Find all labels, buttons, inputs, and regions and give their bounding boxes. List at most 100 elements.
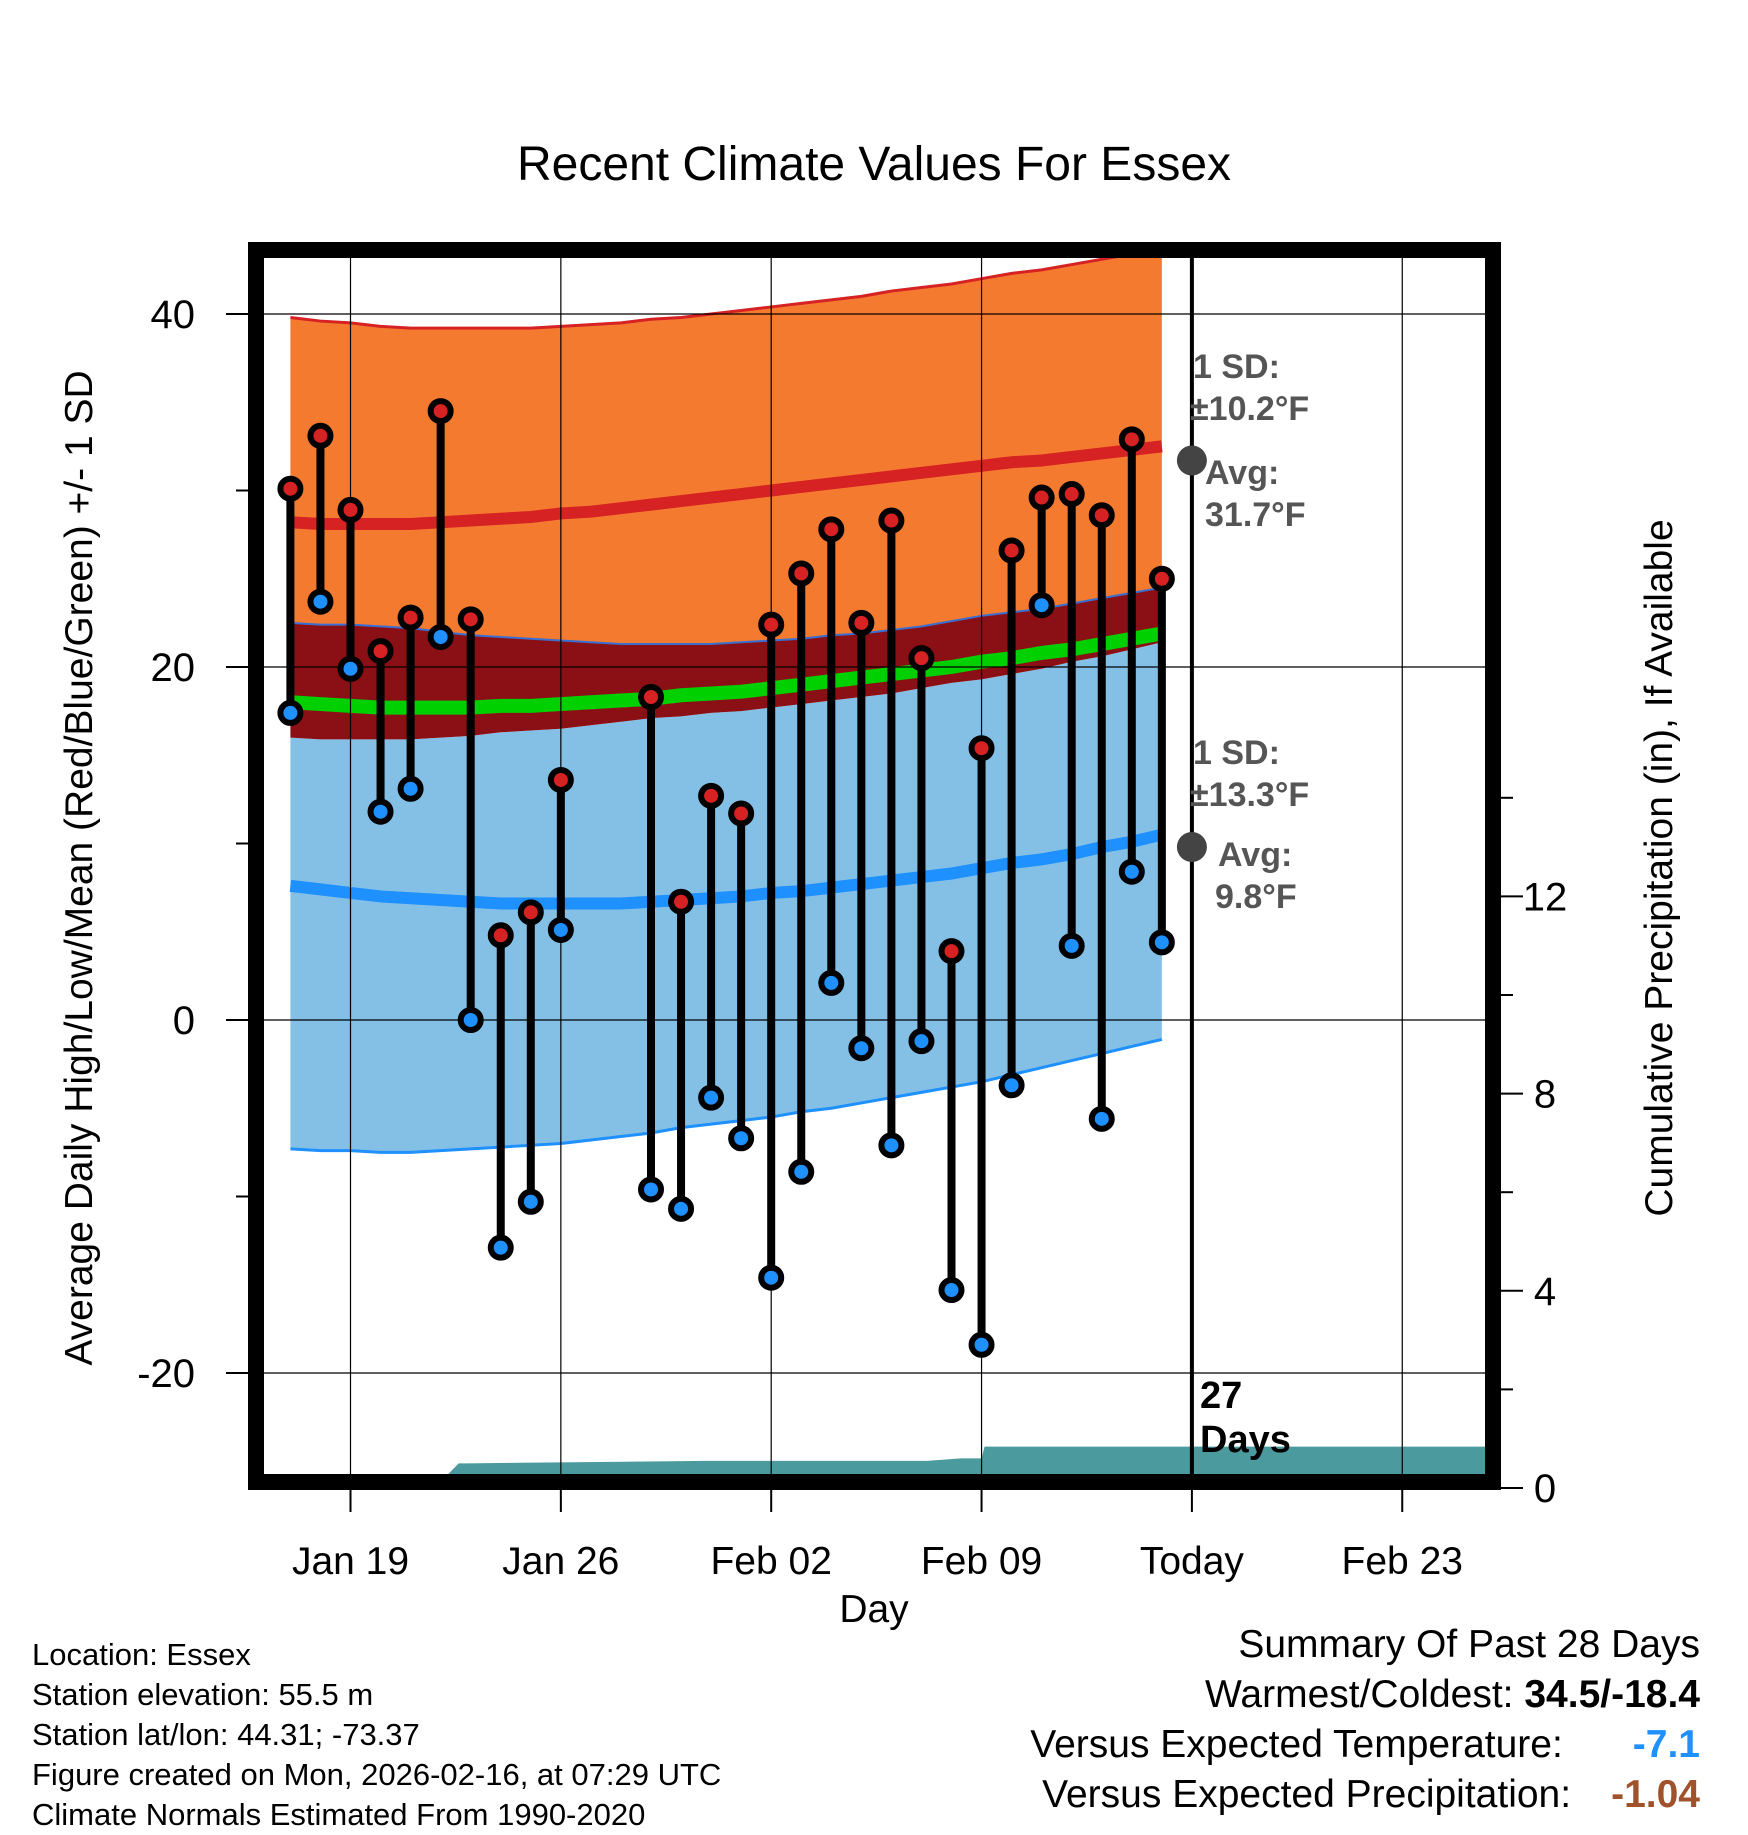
precip-label: Versus Expected Precipitation: — [1042, 1773, 1572, 1816]
high-temp-marker — [517, 899, 544, 926]
high-temp-marker — [908, 645, 935, 672]
warmest-value: 34.5/-18.4 — [1524, 1673, 1700, 1716]
low-temp-marker — [1148, 929, 1175, 956]
high-temp-marker — [367, 638, 394, 665]
low-temp-marker — [367, 798, 394, 825]
low-sd-value: ±13.3°F — [1190, 776, 1309, 814]
high-temp-marker — [938, 938, 965, 965]
low-temp-marker — [668, 1195, 695, 1222]
low-temp-marker — [1028, 592, 1055, 619]
high-temp-marker — [427, 398, 454, 425]
high-temp-marker — [337, 496, 364, 523]
low-temp-marker — [908, 1028, 935, 1055]
station-info: Location: Essex Station elevation: 55.5 … — [32, 1635, 721, 1835]
low-temp-marker — [307, 588, 334, 615]
low-avg-marker — [1176, 832, 1207, 863]
low-temp-marker — [968, 1331, 995, 1358]
high-temp-marker — [1118, 426, 1145, 453]
chart-title: Recent Climate Values For Essex — [517, 138, 1231, 191]
low-avg-label: Avg: — [1218, 836, 1292, 874]
high-temp-marker — [818, 516, 845, 543]
warmest-label: Warmest/Coldest: — [1205, 1673, 1514, 1716]
high-temp-marker — [457, 606, 484, 633]
created-text: Figure created on Mon, 2026-02-16, at 07… — [32, 1757, 722, 1792]
high-avg-value: 31.7°F — [1205, 496, 1306, 534]
x-tick-label: Feb 23 — [1342, 1540, 1463, 1583]
y-axis-label: Average Daily High/Low/Mean (Red/Blue/Gr… — [58, 370, 101, 1365]
high-temp-marker — [397, 604, 424, 631]
low-temp-marker — [277, 699, 304, 726]
normals-text: Climate Normals Estimated From 1990-2020 — [32, 1797, 646, 1832]
low-temp-marker — [788, 1158, 815, 1185]
y2-tick-label: 0 — [1534, 1467, 1556, 1511]
low-temp-marker — [818, 969, 845, 996]
high-temp-marker — [968, 735, 995, 762]
y2-axis-label: Cumulative Precipitation (in), If Availa… — [1638, 519, 1681, 1216]
low-temp-marker — [938, 1277, 965, 1304]
y2-tick-label: 4 — [1534, 1270, 1556, 1314]
x-tick-label: Jan 19 — [292, 1540, 409, 1583]
high-temp-marker — [1028, 484, 1055, 511]
high-temp-marker — [998, 537, 1025, 564]
high-temp-marker — [878, 507, 905, 534]
low-temp-marker — [758, 1264, 785, 1291]
low-temp-marker — [517, 1188, 544, 1215]
high-temp-marker — [848, 609, 875, 636]
low-temp-marker — [397, 775, 424, 802]
high-avg-label: Avg: — [1205, 454, 1279, 492]
y-tick-label: -20 — [137, 1352, 195, 1396]
temp-value: -7.1 — [1632, 1723, 1700, 1766]
x-tick-label: Feb 02 — [710, 1540, 831, 1583]
normal-low-line — [289, 828, 1164, 910]
precip-area — [262, 1446, 1488, 1478]
elevation-text: Station elevation: 55.5 m — [32, 1677, 374, 1712]
summary-warmest-row: Warmest/Coldest: 34.5/-18.4 — [1030, 1670, 1700, 1720]
high-temp-marker — [668, 888, 695, 915]
high-temp-marker — [728, 800, 755, 827]
high-upper-line — [290, 258, 1118, 330]
low-sd-label: 1 SD: — [1193, 734, 1280, 772]
precip-value: -1.04 — [1611, 1773, 1700, 1816]
high-sd-band — [290, 258, 1162, 645]
high-temp-marker — [698, 782, 725, 809]
x-axis-label: Day — [839, 1588, 909, 1631]
high-temp-marker — [758, 611, 785, 638]
low-temp-marker — [487, 1234, 514, 1261]
high-temp-marker — [788, 560, 815, 587]
low-temp-marker — [878, 1132, 905, 1159]
high-temp-marker — [487, 922, 514, 949]
latlon-text: Station lat/lon: 44.31; -73.37 — [32, 1717, 420, 1752]
low-temp-marker — [1118, 858, 1145, 885]
low-temp-marker — [427, 623, 454, 650]
y-tick-label: 40 — [151, 293, 196, 337]
high-sd-value: ±10.2°F — [1190, 390, 1309, 428]
plot-frame — [248, 242, 1501, 1490]
high-temp-marker — [1148, 565, 1175, 592]
low-temp-marker — [848, 1035, 875, 1062]
high-temp-marker — [1088, 502, 1115, 529]
y-tick-label: 20 — [151, 646, 196, 690]
low-temp-marker — [457, 1007, 484, 1033]
high-avg-marker — [1176, 445, 1207, 476]
low-temp-marker — [1088, 1105, 1115, 1132]
low-temp-marker — [698, 1084, 725, 1111]
normal-high-line — [290, 440, 1163, 531]
summary-precip-row: Versus Expected Precipitation: -1.04 — [1030, 1770, 1700, 1820]
high-temp-marker — [547, 766, 574, 793]
low-avg-value: 9.8°F — [1215, 878, 1297, 916]
today-days-label: Days — [1200, 1419, 1291, 1461]
x-tick-label: Jan 26 — [502, 1540, 619, 1583]
x-tick-label: Feb 09 — [921, 1540, 1042, 1583]
temp-label: Versus Expected Temperature: — [1030, 1723, 1563, 1766]
x-tick-label: Today — [1140, 1540, 1245, 1583]
summary-panel: Summary Of Past 28 Days Warmest/Coldest:… — [1030, 1620, 1700, 1820]
today-days-count: 27 — [1200, 1375, 1242, 1417]
high-temp-marker — [1058, 481, 1085, 508]
y2-tick-label: 12 — [1523, 875, 1568, 919]
low-temp-marker — [1058, 932, 1085, 959]
low-temp-marker — [547, 916, 574, 943]
normal-mean-line — [289, 626, 1164, 715]
y2-tick-label: 8 — [1534, 1073, 1556, 1117]
high-temp-marker — [277, 475, 304, 502]
low-temp-marker — [337, 655, 364, 682]
